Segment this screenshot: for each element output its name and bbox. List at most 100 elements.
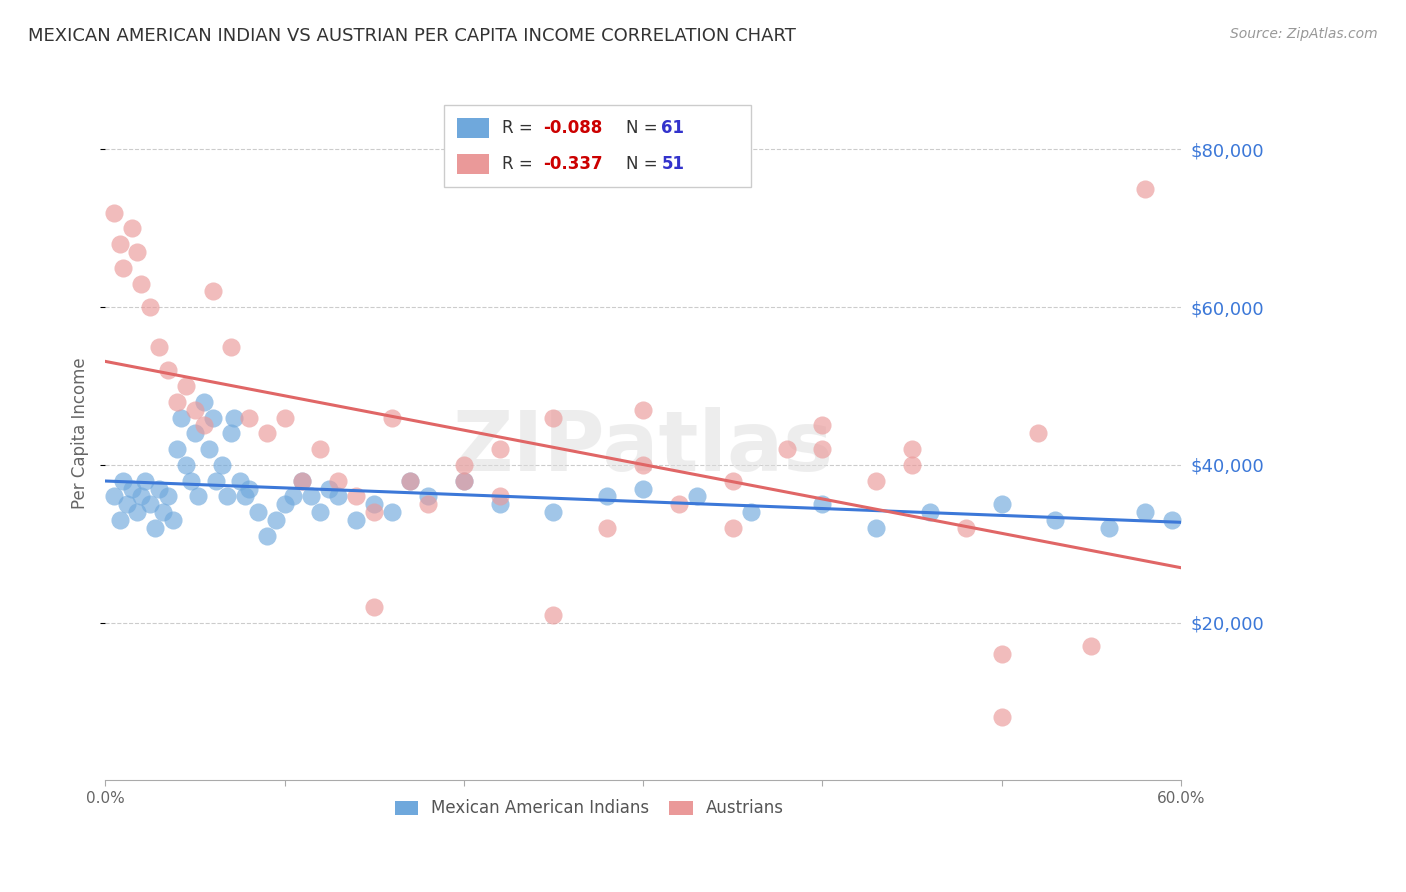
- Text: -0.337: -0.337: [543, 155, 603, 173]
- Point: [955, 521, 977, 535]
- Point: [381, 410, 404, 425]
- Point: [686, 490, 709, 504]
- Point: [139, 300, 162, 314]
- Point: [990, 710, 1012, 724]
- Point: [453, 474, 475, 488]
- Point: [103, 490, 125, 504]
- Point: [363, 599, 385, 614]
- Point: [488, 497, 510, 511]
- Text: R =: R =: [502, 155, 538, 173]
- Point: [631, 482, 654, 496]
- Text: R =: R =: [502, 119, 538, 137]
- Point: [1098, 521, 1121, 535]
- Y-axis label: Per Capita Income: Per Capita Income: [72, 358, 89, 509]
- Point: [193, 418, 215, 433]
- Point: [344, 513, 367, 527]
- Point: [162, 513, 184, 527]
- Point: [219, 340, 242, 354]
- Point: [918, 505, 941, 519]
- Point: [901, 442, 924, 456]
- Point: [180, 474, 202, 488]
- Point: [596, 490, 619, 504]
- Point: [129, 490, 152, 504]
- Point: [112, 474, 135, 488]
- Point: [811, 418, 834, 433]
- Point: [264, 513, 287, 527]
- Point: [134, 474, 156, 488]
- Point: [543, 607, 565, 622]
- Point: [865, 521, 887, 535]
- Point: [115, 497, 138, 511]
- Point: [291, 474, 314, 488]
- Point: [740, 505, 762, 519]
- Point: [103, 205, 125, 219]
- Point: [1080, 639, 1102, 653]
- Point: [233, 490, 256, 504]
- Point: [399, 474, 422, 488]
- Point: [399, 474, 422, 488]
- Point: [1133, 182, 1156, 196]
- Point: [453, 458, 475, 472]
- Point: [127, 505, 149, 519]
- Text: ZIPatlas: ZIPatlas: [453, 407, 834, 488]
- Point: [156, 363, 179, 377]
- Point: [174, 379, 197, 393]
- Point: [283, 490, 305, 504]
- Point: [416, 497, 439, 511]
- Point: [318, 482, 340, 496]
- Point: [273, 410, 295, 425]
- Point: [148, 482, 170, 496]
- Point: [148, 340, 170, 354]
- Point: [246, 505, 269, 519]
- Point: [543, 410, 565, 425]
- Point: [488, 490, 510, 504]
- Point: [990, 497, 1012, 511]
- Point: [127, 244, 149, 259]
- Point: [344, 490, 367, 504]
- Point: [291, 474, 314, 488]
- Point: [721, 474, 744, 488]
- Point: [273, 497, 295, 511]
- Point: [811, 497, 834, 511]
- Point: [166, 442, 188, 456]
- Point: [256, 426, 278, 441]
- Point: [238, 410, 260, 425]
- Point: [139, 497, 162, 511]
- Point: [328, 474, 350, 488]
- Point: [166, 394, 188, 409]
- Legend: Mexican American Indians, Austrians: Mexican American Indians, Austrians: [388, 793, 790, 824]
- Point: [488, 442, 510, 456]
- Point: [152, 505, 174, 519]
- Point: [328, 490, 350, 504]
- Point: [990, 647, 1012, 661]
- Point: [309, 505, 332, 519]
- Point: [721, 521, 744, 535]
- FancyBboxPatch shape: [457, 153, 489, 175]
- Point: [174, 458, 197, 472]
- Point: [309, 442, 332, 456]
- Point: [198, 442, 221, 456]
- Point: [1161, 513, 1184, 527]
- Text: Source: ZipAtlas.com: Source: ZipAtlas.com: [1230, 27, 1378, 41]
- Point: [205, 474, 228, 488]
- Point: [169, 410, 191, 425]
- Point: [381, 505, 404, 519]
- Point: [543, 505, 565, 519]
- Text: MEXICAN AMERICAN INDIAN VS AUSTRIAN PER CAPITA INCOME CORRELATION CHART: MEXICAN AMERICAN INDIAN VS AUSTRIAN PER …: [28, 27, 796, 45]
- Point: [121, 221, 143, 235]
- Point: [811, 442, 834, 456]
- Point: [1133, 505, 1156, 519]
- Point: [201, 410, 224, 425]
- Text: 51: 51: [661, 155, 685, 173]
- Point: [453, 474, 475, 488]
- Point: [156, 490, 179, 504]
- Point: [901, 458, 924, 472]
- Point: [363, 497, 385, 511]
- Point: [108, 513, 131, 527]
- Point: [187, 490, 209, 504]
- Point: [201, 285, 224, 299]
- Point: [217, 490, 239, 504]
- Point: [1045, 513, 1067, 527]
- FancyBboxPatch shape: [444, 105, 751, 187]
- Point: [219, 426, 242, 441]
